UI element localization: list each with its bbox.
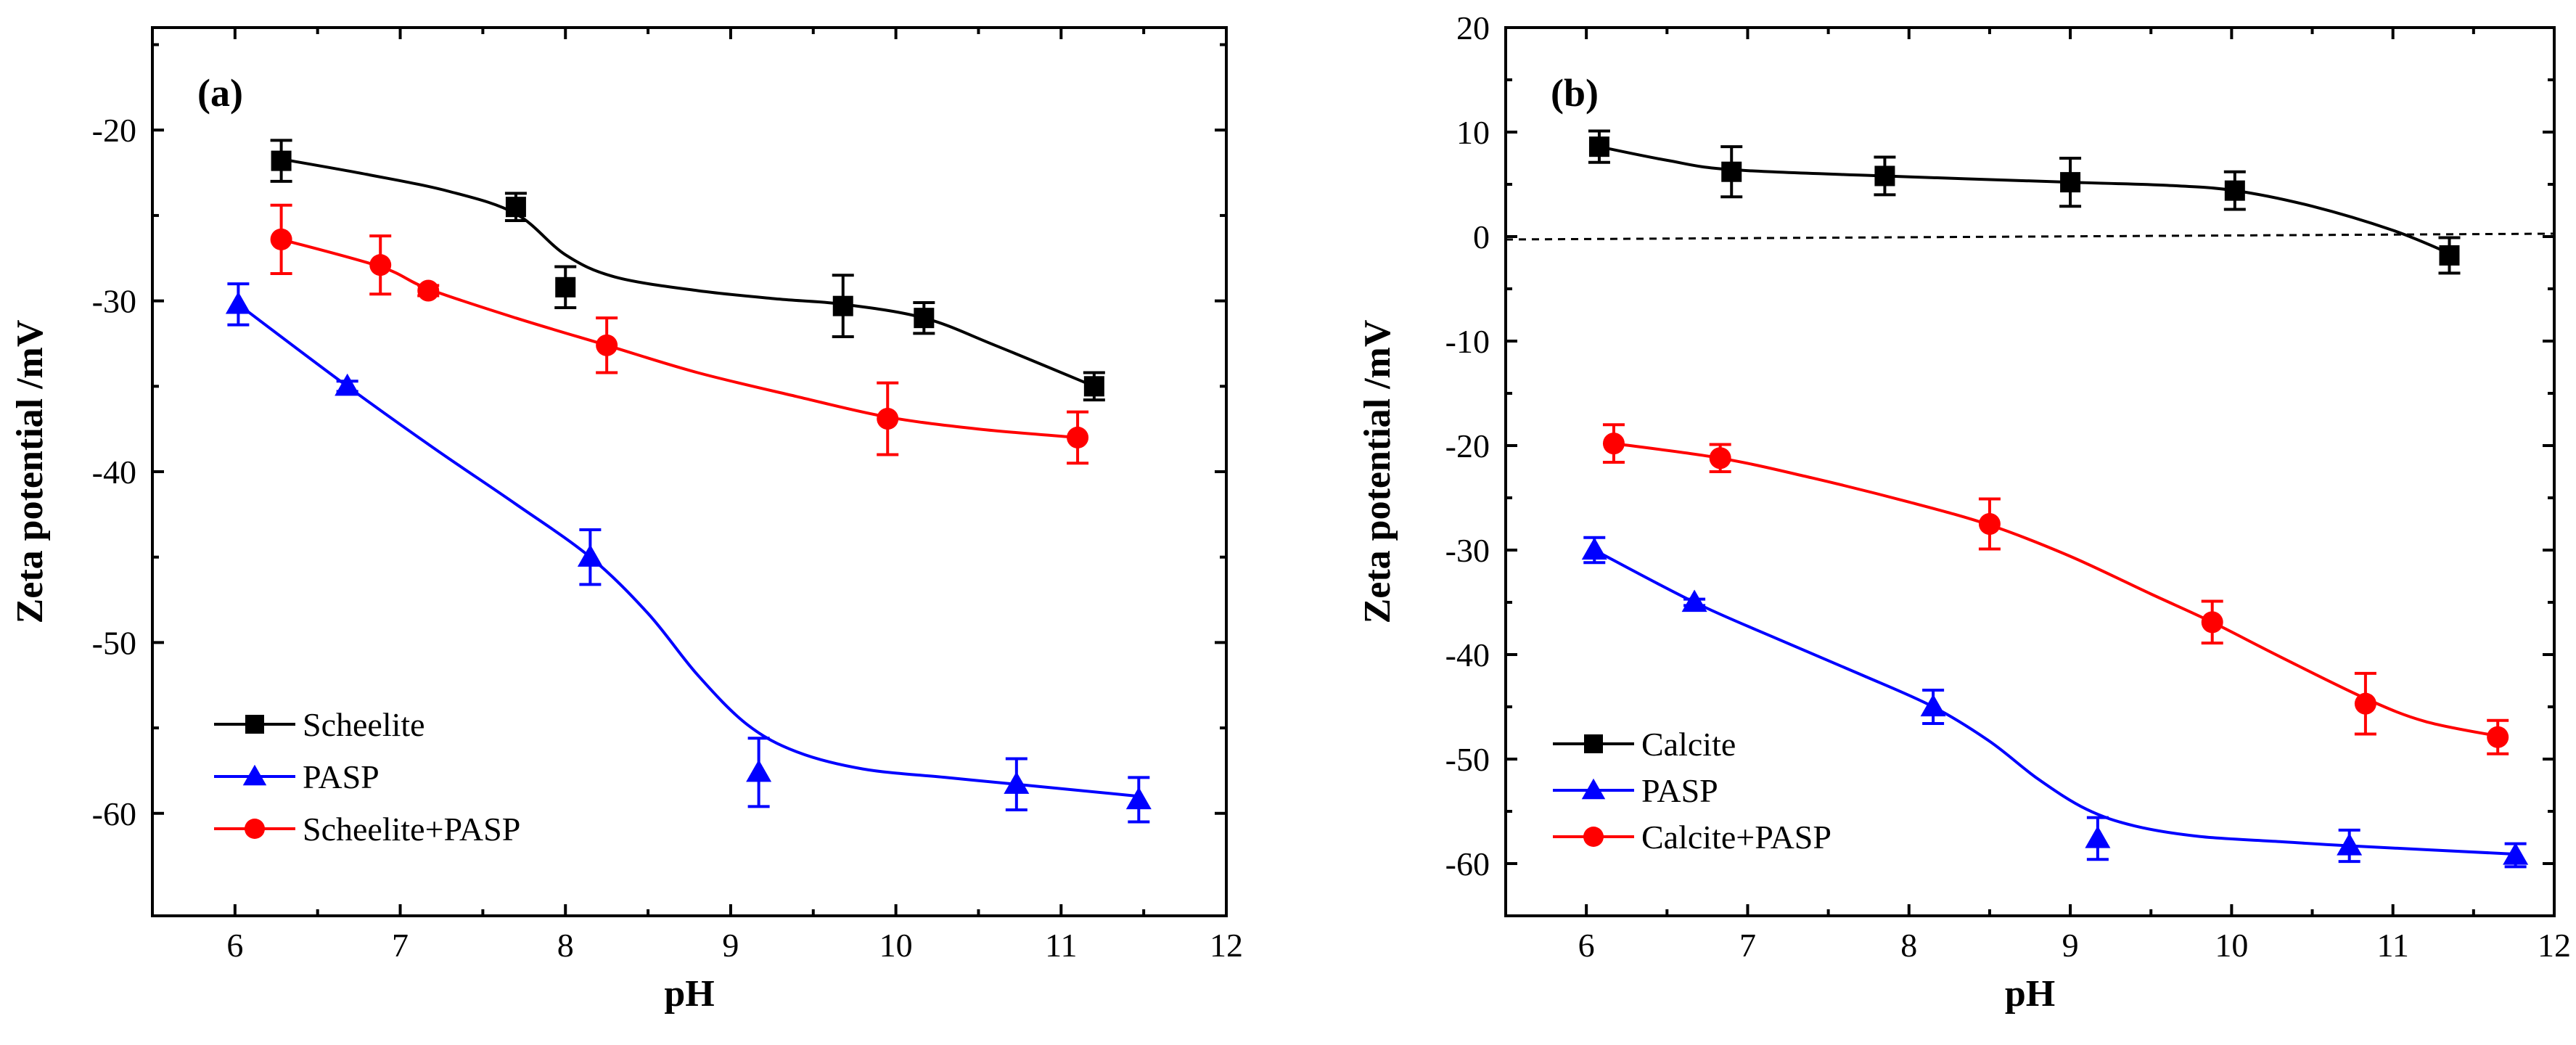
series-scheelite-pasp: [270, 203, 1089, 465]
y-tick-label: -10: [1445, 323, 1490, 360]
series-line: [1599, 145, 2450, 255]
legend-marker: [1583, 827, 1604, 847]
data-point-circle: [369, 254, 392, 276]
x-axis-title: pH: [664, 973, 714, 1015]
x-tick-label: 12: [2538, 927, 2571, 964]
x-tick-label: 6: [1578, 927, 1595, 964]
series-calcite: [1588, 129, 2461, 275]
data-point-square: [2224, 180, 2245, 201]
y-tick-label: -20: [92, 112, 136, 149]
series-line: [281, 157, 1095, 388]
data-point-circle: [2354, 692, 2376, 715]
data-point-triangle: [746, 759, 772, 782]
data-point-circle: [270, 228, 292, 250]
y-tick-label: -60: [92, 795, 136, 832]
x-tick-label: 7: [392, 927, 409, 964]
y-tick-label: -50: [92, 624, 136, 661]
legend-label: Calcite: [1641, 726, 1736, 763]
data-point-circle: [2201, 611, 2223, 634]
plot-frame: [1504, 26, 2556, 917]
x-tick-label: 7: [1739, 927, 1756, 964]
x-tick-label: 12: [1210, 927, 1243, 964]
data-point-square: [505, 197, 526, 218]
data-point-square: [832, 295, 853, 316]
x-tick-label: 9: [2062, 927, 2079, 964]
legend-label: Scheelite: [303, 706, 425, 743]
data-point-triangle: [1125, 787, 1152, 810]
series-line: [237, 303, 1139, 798]
data-point-triangle: [1681, 589, 1707, 612]
data-point-square: [914, 308, 935, 329]
x-tick-label: 11: [2377, 927, 2409, 964]
y-tick-label: -40: [1445, 636, 1490, 673]
panel-label: (b): [1551, 71, 1599, 115]
data-point-triangle: [577, 544, 603, 567]
data-point-square: [271, 150, 292, 171]
legend-label: PASP: [1641, 772, 1718, 809]
x-tick-label: 9: [722, 927, 739, 964]
y-axis-title: Zeta potential /mV: [9, 320, 51, 624]
data-point-circle: [1709, 447, 1731, 470]
data-point-square: [2060, 172, 2081, 193]
y-tick-label: 0: [1473, 218, 1490, 255]
data-point-square: [2439, 245, 2460, 266]
legend-marker: [1584, 734, 1603, 753]
series-line: [281, 237, 1078, 439]
legend-marker: [242, 764, 267, 786]
data-point-circle: [877, 408, 899, 430]
y-tick-label: -60: [1445, 845, 1490, 882]
y-axis-title: Zeta potential /mV: [1357, 320, 1398, 624]
x-tick-label: 8: [1900, 927, 1917, 964]
panel-b: 6 7 8 9 10 11 12 -60 -50 -40 -30 -20 -10 0 10 20 pH Zeta …: [1357, 9, 2571, 1015]
data-point-triangle: [1004, 771, 1030, 794]
legend-marker: [1581, 778, 1606, 800]
data-point-square: [555, 276, 576, 298]
y-tick-label: 20: [1456, 9, 1490, 46]
legend-label: Scheelite+PASP: [303, 811, 520, 848]
data-point-square: [1874, 165, 1895, 187]
series-line: [1593, 549, 2516, 856]
x-tick-label: 11: [1045, 927, 1077, 964]
zero-reference-line: [1505, 232, 2555, 241]
data-point-triangle: [335, 373, 361, 396]
y-tick-label: -30: [92, 283, 136, 320]
data-point-triangle: [2337, 833, 2363, 856]
data-point-square: [1083, 376, 1104, 397]
y-tick-label: -50: [1445, 741, 1490, 778]
legend-label: PASP: [303, 758, 380, 795]
series-pasp: [1581, 536, 2529, 869]
y-tick-label: 10: [1456, 114, 1490, 151]
x-tick-label: 10: [879, 927, 913, 964]
legend-label: Calcite+PASP: [1641, 819, 1831, 856]
y-tick-label: -20: [1445, 427, 1490, 464]
x-axis-title: pH: [2005, 973, 2055, 1015]
panel-a: 6 7 8 9 10 11 12 -60 -50 -40 -30 -20 pH Zeta potentia…: [9, 26, 1243, 1015]
y-tick-label: -40: [92, 454, 136, 491]
data-point-triangle: [2503, 842, 2529, 865]
x-tick-label: 8: [557, 927, 574, 964]
data-point-triangle: [2085, 825, 2111, 848]
series-pasp: [225, 282, 1152, 824]
x-tick-label: 10: [2215, 927, 2248, 964]
series-scheelite: [270, 139, 1105, 402]
data-point-square: [1588, 136, 1609, 157]
data-point-circle: [596, 334, 618, 356]
data-point-triangle: [1581, 537, 1607, 560]
x-tick-label: 6: [226, 927, 243, 964]
y-tick-label: -30: [1445, 532, 1490, 569]
data-point-circle: [1067, 426, 1089, 448]
panel-label: (a): [197, 71, 243, 115]
series-calcite-pasp: [1602, 423, 2509, 755]
data-point-circle: [1978, 513, 2001, 535]
data-point-triangle: [1920, 694, 1946, 717]
legend-marker: [245, 715, 264, 734]
data-point-square: [1721, 161, 1742, 182]
data-point-circle: [2487, 726, 2509, 748]
legend-marker: [245, 819, 265, 839]
data-point-triangle: [225, 291, 251, 314]
data-point-circle: [1602, 433, 1625, 455]
data-point-circle: [417, 279, 440, 302]
